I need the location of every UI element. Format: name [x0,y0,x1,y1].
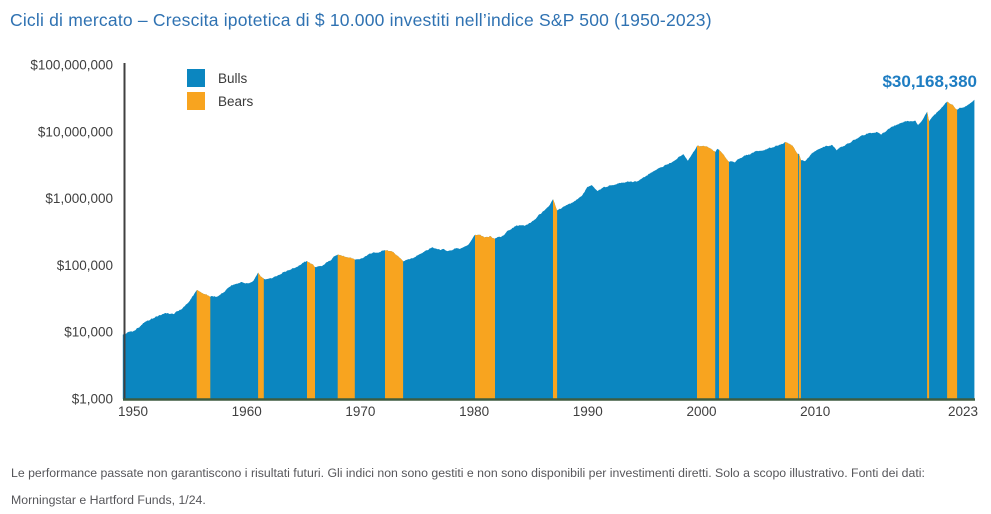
bear-band [475,99,495,400]
y-tick-label: $1,000 [72,392,113,407]
x-tick-label: 1950 [118,404,148,419]
legend-item-bears: Bears [187,92,253,110]
y-tick-label: $10,000 [64,325,113,340]
x-tick-label: 1990 [573,404,603,419]
bear-band [719,99,729,400]
bear-band [947,99,958,400]
x-tick-label: 2023 [948,404,978,419]
x-tick-label: 1960 [232,404,262,419]
legend-label-bears: Bears [218,93,254,109]
bears-swatch-icon [187,92,205,110]
bear-band [258,99,264,400]
disclaimer-footnote: Le performance passate non garantiscono … [11,460,986,514]
bear-band [337,99,355,400]
bear-band [385,99,404,400]
x-tick-label: 2000 [686,404,716,419]
disclaimer-line-2: Morningstar e Hartford Funds, 1/24. [11,493,206,507]
bear-band [553,99,558,400]
x-tick-label: 2010 [800,404,830,419]
final-value-annotation: $30,168,380 [882,72,977,91]
x-tick-label: 1970 [345,404,375,419]
bull-area [122,99,975,400]
y-tick-label: $1,000,000 [45,191,113,206]
disclaimer-line-1: Le performance passate non garantiscono … [11,466,925,480]
x-tick-label: 1980 [459,404,489,419]
page-title: Cicli di mercato – Crescita ipotetica di… [10,10,712,30]
y-tick-label: $100,000,000 [30,58,113,73]
y-tick-label: $100,000 [57,258,113,273]
legend-label-bulls: Bulls [218,70,248,86]
bear-band [927,99,930,400]
legend-item-bulls: Bulls [187,69,253,87]
y-tick-label: $10,000,000 [38,124,113,139]
bear-band [307,99,315,400]
chart-legend: Bulls Bears [187,69,253,115]
bear-band [785,99,799,400]
bulls-swatch-icon [187,69,205,87]
bear-band [798,99,801,400]
bear-band [697,99,716,400]
